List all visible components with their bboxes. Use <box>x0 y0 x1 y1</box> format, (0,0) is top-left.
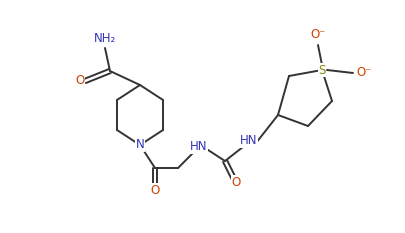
Text: HN: HN <box>190 140 208 154</box>
Text: S: S <box>318 64 326 76</box>
Text: N: N <box>136 138 144 151</box>
Text: O: O <box>75 75 85 88</box>
Text: O: O <box>150 184 160 196</box>
Text: HN: HN <box>240 134 258 147</box>
Text: O⁻: O⁻ <box>356 66 372 79</box>
Text: O: O <box>231 175 241 188</box>
Text: NH₂: NH₂ <box>94 32 116 45</box>
Text: O⁻: O⁻ <box>310 28 326 41</box>
